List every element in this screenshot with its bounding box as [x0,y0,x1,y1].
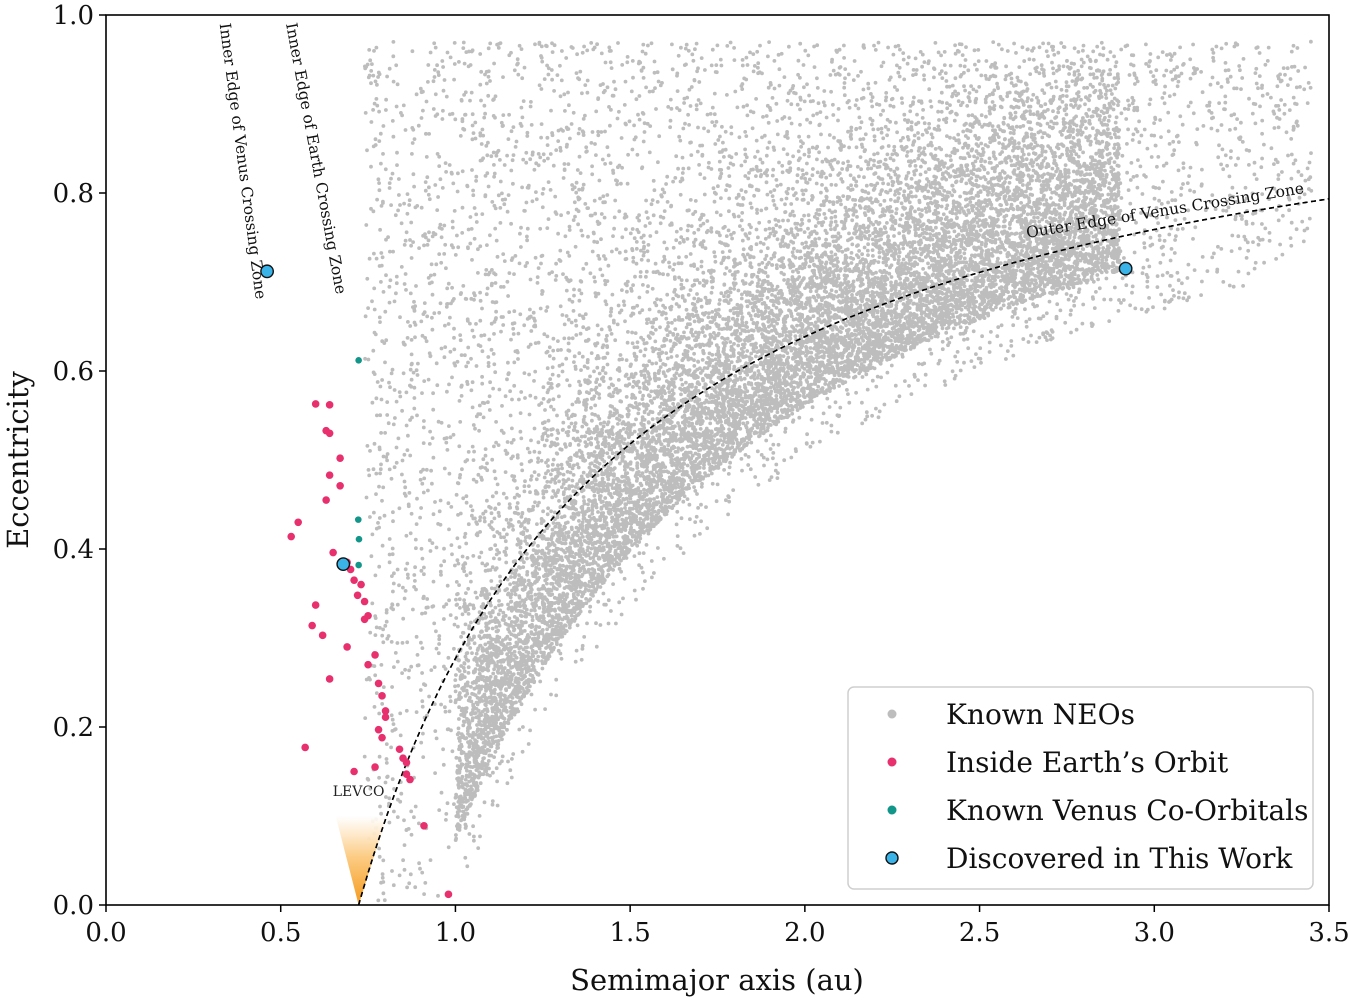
plot-frame [105,14,1330,906]
crossing-zone-curves [357,198,1329,905]
venus-co-orbital-point-1 [354,516,362,523]
known-neos-series [362,39,1314,903]
inside-earth-orbit-point-17 [311,601,320,609]
legend-label: Known NEOs [946,698,1135,731]
inside-earth-orbit-point-7 [322,496,330,504]
y-tick-label: 0.2 [53,713,94,743]
legend-label: Inside Earth’s Orbit [946,746,1229,779]
levco-triangle [335,816,387,905]
y-tick-label: 1.0 [53,1,94,31]
inside-earth-orbit-point-30 [374,725,383,734]
inside-earth-orbit-point-3 [325,429,334,438]
inside-earth-orbit-point-0 [311,400,320,408]
neo-point-cloud [362,39,1314,903]
inside-earth-orbit-point-41 [444,890,453,899]
x-tick-label: 1.5 [609,918,650,948]
legend-item: Inside Earth’s Orbit [887,746,1229,779]
venus-co-orbitals-series [354,357,363,569]
inside-earth-orbit-point-5 [325,471,334,479]
inside-earth-orbit-point-4 [336,454,344,463]
x-tick-label: 2.0 [784,918,825,948]
inside-earth-orbit-point-8 [294,518,302,527]
x-tick-label: 3.5 [1308,918,1349,948]
inside-earth-orbit-point-28 [381,707,390,715]
inside-earth-orbit-point-10 [329,548,337,557]
discovered-point-2 [1118,261,1133,276]
inside-earth-orbit-point-9 [287,532,295,541]
inner-venus-crossing-label: Inner Edge of Venus Crossing Zone [216,22,270,300]
legend-box [847,686,1314,890]
inside-earth-orbit-point-16 [360,597,369,606]
y-tick-label: 0.4 [53,535,94,565]
y-tick-label: 0.0 [53,891,94,921]
discovered-series [260,261,1133,572]
y-axis-ticks: 0.0 0.2 0.4 0.6 0.8 1.0 [53,1,106,921]
inside-earth-orbit-point-36 [371,763,379,771]
legend-marker [887,805,897,815]
inside-earth-orbit-point-32 [301,743,309,752]
inside-earth-orbit-point-6 [336,482,344,490]
inside-earth-orbit-point-25 [325,675,334,683]
venus-co-orbital-point-2 [355,535,363,543]
inside-earth-orbit-point-33 [395,745,404,754]
inside-earth-orbit-point-29 [381,713,390,722]
inner-earth-crossing-label: Inner Edge of Earth Crossing Zone [282,21,350,295]
y-tick-label: 0.6 [53,357,94,387]
levco-region: LEVCO [333,784,387,905]
legend-marker [887,757,897,767]
inside-earth-orbit-point-27 [378,692,386,700]
legend-label: Discovered in This Work [946,842,1293,875]
x-tick-label: 2.5 [959,918,1000,948]
inside-earth-orbit-point-13 [350,576,358,584]
legend-item: Known Venus Co-Orbitals [887,794,1309,827]
x-tick-label: 1.0 [435,918,476,948]
legend-label: Known Venus Co-Orbitals [946,794,1309,827]
y-axis-title: Eccentricity [1,370,35,548]
inside-earth-orbit-point-19 [360,615,369,624]
inside-earth-orbit-point-26 [374,679,383,688]
inside-earth-orbit-point-20 [308,621,316,630]
discovered-point-1 [336,557,351,572]
inside-earth-orbit-point-39 [406,775,414,784]
inside-earth-orbit-point-15 [353,591,362,600]
inside-earth-orbit-point-37 [350,767,358,776]
y-tick-label: 0.8 [53,179,94,209]
venus-co-orbital-point-3 [355,561,362,569]
inside-earth-orbit-point-23 [371,651,379,659]
levco-label: LEVCO [333,784,385,800]
venus-co-orbital-point-0 [355,357,362,364]
inside-earth-orbit-point-1 [325,401,334,409]
x-tick-label: 0.5 [260,918,301,948]
inside-earth-orbit-point-21 [318,631,327,640]
x-tick-label: 0.0 [85,918,126,948]
legend-item: Discovered in This Work [885,842,1293,875]
inside-earth-orbit-point-40 [420,821,428,830]
x-axis-title: Semimajor axis (au) [570,963,864,997]
inside-earth-orbit-point-14 [357,580,365,589]
legend-item: Known NEOs [887,698,1135,731]
inside-earth-orbit-point-24 [364,660,372,669]
legend-marker [887,709,897,719]
discovered-point-0 [260,264,274,279]
outer-venus-crossing-curve [357,198,1329,905]
legend-marker [885,851,899,865]
inside-earth-orbit-point-31 [378,733,386,742]
inside-earth-orbit-point-22 [343,643,351,651]
x-axis-ticks: 0.0 0.5 1.0 1.5 2.0 2.5 3.0 3.5 [85,905,1350,948]
inside-earth-orbit-point-35 [402,758,411,767]
inside-earth-orbit-series [287,400,453,899]
x-tick-label: 3.0 [1134,918,1175,948]
legend: Known NEOs Inside Earth’s Orbit Known Venu… [847,686,1314,890]
